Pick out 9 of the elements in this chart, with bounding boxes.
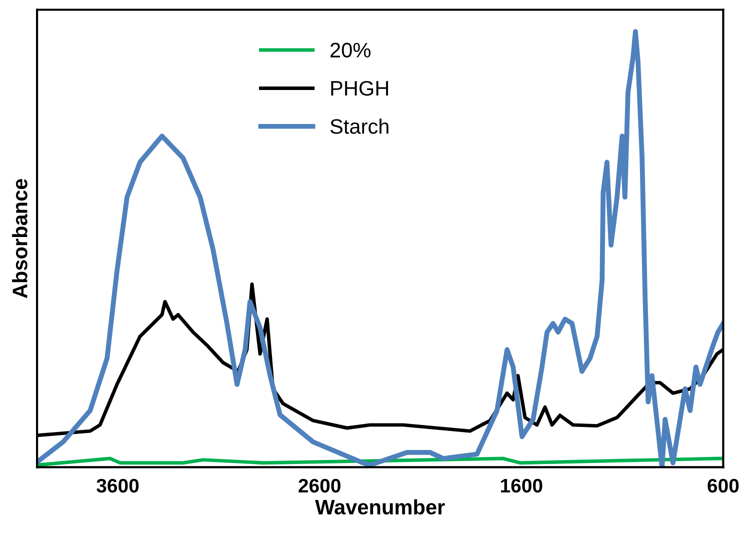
x-tick-label: 1600 <box>501 478 542 493</box>
legend-label: Starch <box>330 118 388 134</box>
y-axis-title: Absorbance <box>12 178 28 298</box>
x-axis-title: Wavenumber <box>315 499 445 515</box>
x-tick-label: 600 <box>708 478 739 493</box>
legend-label: 20% <box>330 42 370 58</box>
legend-label: PHGH <box>331 80 388 96</box>
x-tick-label: 3600 <box>96 478 139 493</box>
x-tick-label: 2600 <box>298 478 340 493</box>
